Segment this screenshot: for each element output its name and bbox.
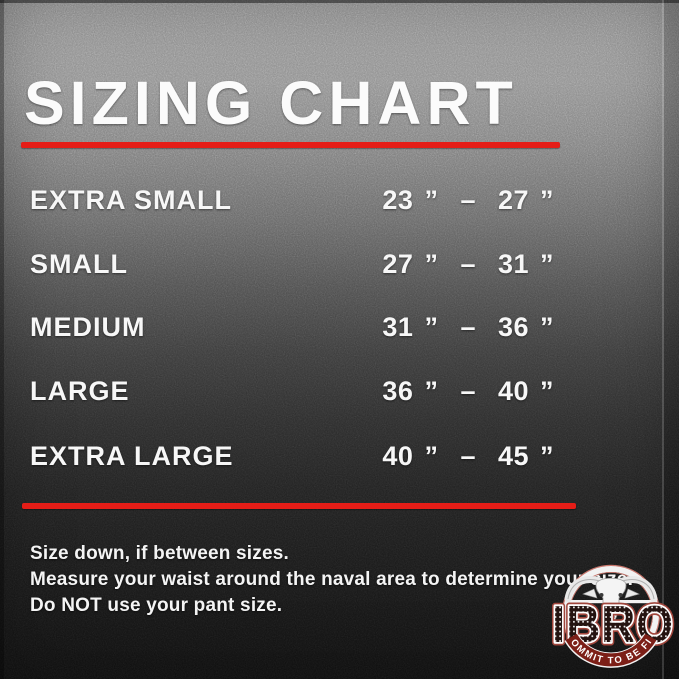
page-title: SIZING CHART (24, 69, 518, 137)
size-range: 40 ” – 45 ” (382, 441, 554, 471)
table-row: EXTRA LARGE 40 ” – 45 ” (30, 441, 554, 472)
note-line: Do NOT use your pant size. (30, 595, 283, 616)
table-row: SMALL 27 ” – 31 ” (30, 249, 554, 280)
panel-edge-left (0, 0, 4, 679)
panel-edge-ridge (662, 0, 664, 679)
panel-edge-top (0, 0, 679, 3)
table-row: EXTRA SMALL 23 ” – 27 ” (30, 185, 554, 216)
divider-top (21, 142, 560, 148)
table-row: MEDIUM 31 ” – 36 ” (30, 312, 554, 343)
note-line: Size down, if between sizes. (30, 543, 289, 564)
size-label: EXTRA LARGE (30, 441, 234, 471)
size-label: MEDIUM (30, 312, 146, 342)
fit-notes: Size down, if between sizes. Measure you… (30, 541, 633, 619)
brand-logo: IBRO IBRO IBRO COMMIT TO BE FIT (544, 557, 677, 668)
divider-bottom (22, 503, 576, 509)
size-label: EXTRA SMALL (30, 185, 232, 215)
panel-edge-shade (664, 0, 679, 679)
size-label: LARGE (30, 376, 130, 406)
size-range: 36 ” – 40 ” (382, 376, 554, 406)
size-range: 27 ” – 31 ” (382, 249, 554, 279)
note-line: Measure your waist around the naval area… (30, 569, 634, 590)
size-range: 23 ” – 27 ” (382, 185, 554, 215)
table-row: LARGE 36 ” – 40 ” (30, 376, 554, 407)
size-label: SMALL (30, 249, 128, 279)
bull-skull-icon (564, 576, 658, 627)
size-range: 31 ” – 36 ” (382, 312, 554, 342)
